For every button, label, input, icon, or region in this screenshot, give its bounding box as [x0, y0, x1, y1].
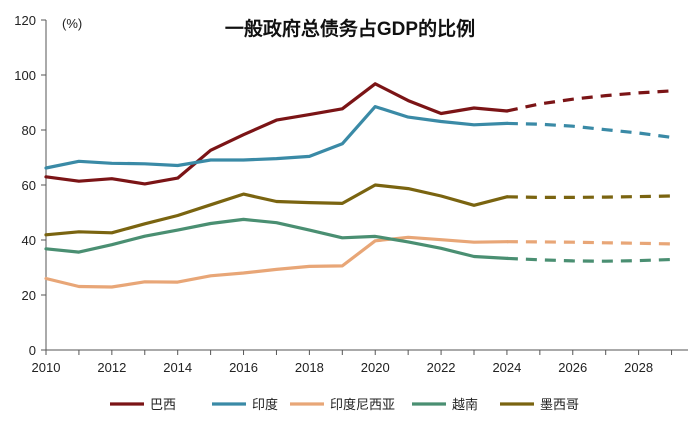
series-line-forecast-3 [506, 256, 672, 263]
legend: 巴西 印度 印度尼西亚 越南 墨西哥 [110, 397, 579, 412]
series-line-forecast-0 [506, 89, 672, 113]
series-line-actual-1 [44, 104, 509, 170]
y-tick-label: 80 [22, 123, 36, 138]
chart-title: 一般政府总债务占GDP的比例 [225, 17, 475, 40]
series-line-forecast-4 [506, 194, 672, 199]
axes: 0 20 40 60 80 100 120 2010 2012 2014 2016 2018 2020 2… [14, 13, 688, 375]
legend-label-2: 印度尼西亚 [330, 397, 395, 412]
series-layer [44, 82, 672, 289]
x-tick-label: 2012 [97, 360, 126, 375]
legend-label-0: 巴西 [150, 397, 176, 412]
x-tick-label: 2016 [229, 360, 258, 375]
x-tick-label: 2010 [32, 360, 61, 375]
legend-label-3: 越南 [452, 397, 478, 412]
x-tick-label: 2022 [427, 360, 456, 375]
x-tick-label: 2026 [558, 360, 587, 375]
series-line-forecast-2 [506, 240, 672, 246]
series-line-actual-0 [44, 82, 509, 186]
legend-label-4: 墨西哥 [540, 397, 579, 412]
x-tick-label: 2024 [492, 360, 521, 375]
x-tick-label: 2014 [163, 360, 192, 375]
y-tick-label: 100 [14, 68, 36, 83]
y-tick-label: 40 [22, 233, 36, 248]
y-tick-label: 60 [22, 178, 36, 193]
series-line-actual-3 [44, 217, 509, 260]
x-tick-label: 2028 [624, 360, 653, 375]
y-tick-label: 0 [29, 343, 36, 358]
series-line-forecast-1 [506, 121, 672, 139]
legend-label-1: 印度 [252, 397, 278, 412]
x-tick-label: 2018 [295, 360, 324, 375]
series-line-actual-4 [44, 183, 509, 237]
y-tick-label: 120 [14, 13, 36, 28]
series-line-actual-2 [44, 235, 509, 289]
y-tick-label: 20 [22, 288, 36, 303]
x-tick-label: 2020 [361, 360, 390, 375]
unit-label: (%) [62, 16, 82, 31]
